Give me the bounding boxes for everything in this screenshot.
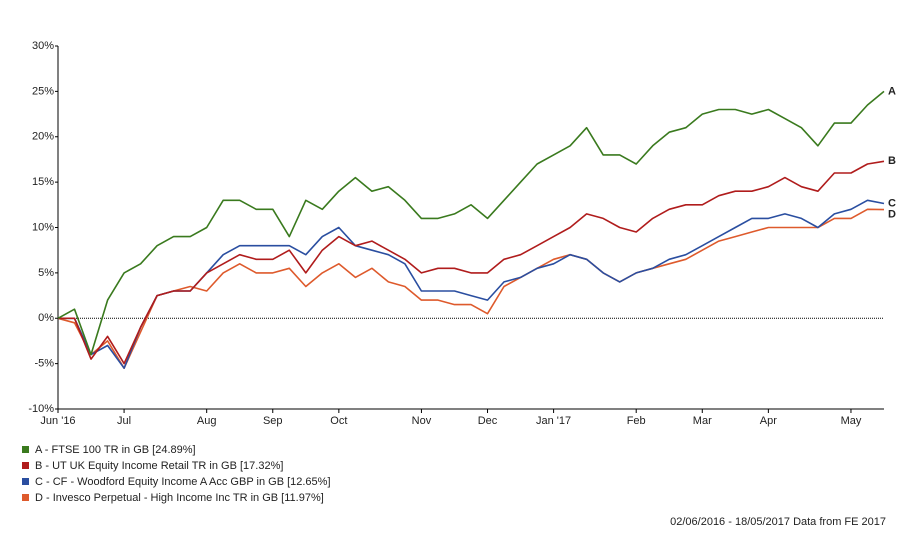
series-line (58, 160, 885, 365)
legend-label: A - FTSE 100 TR in GB [24.89%] (35, 444, 196, 456)
end-label: C (888, 197, 896, 209)
x-tick-label: Jun '16 (40, 415, 75, 427)
x-tick-label: Mar (693, 415, 712, 427)
x-tick-label: Feb (627, 415, 646, 427)
x-tick-label: Oct (330, 415, 347, 427)
legend-label: D - Invesco Perpetual - High Income Inc … (35, 492, 324, 504)
x-tick-label: May (841, 415, 862, 427)
legend-swatch (22, 446, 29, 453)
x-tick-label: Sep (263, 415, 283, 427)
y-tick-label: 15% (32, 176, 54, 188)
series-line (57, 208, 885, 369)
legend-swatch (22, 494, 29, 501)
legend-swatch (22, 462, 29, 469)
y-tick-label: -5% (34, 358, 54, 370)
y-tick-label: -10% (28, 403, 54, 415)
y-tick-label: 20% (32, 131, 54, 143)
end-label: B (888, 155, 896, 167)
legend-label: B - UT UK Equity Income Retail TR in GB … (35, 460, 283, 472)
end-label: A (888, 85, 896, 97)
x-tick-label: Jul (117, 415, 131, 427)
legend-label: C - CF - Woodford Equity Income A Acc GB… (35, 476, 331, 488)
x-tick-label: Nov (412, 415, 432, 427)
series-line (57, 90, 885, 356)
x-tick-label: Dec (478, 415, 498, 427)
y-tick-label: 5% (38, 267, 54, 279)
y-tick-label: 30% (32, 40, 54, 52)
footnote: 02/06/2016 - 18/05/2017 Data from FE 201… (670, 516, 886, 528)
legend-swatch (22, 478, 29, 485)
y-tick-label: 25% (32, 85, 54, 97)
y-tick-label: 10% (32, 221, 54, 233)
x-tick-label: Apr (760, 415, 777, 427)
x-tick-label: Aug (197, 415, 217, 427)
series-line (58, 199, 885, 369)
x-tick-label: Jan '17 (536, 415, 571, 427)
y-tick-label: 0% (38, 312, 54, 324)
end-label: D (888, 208, 896, 220)
